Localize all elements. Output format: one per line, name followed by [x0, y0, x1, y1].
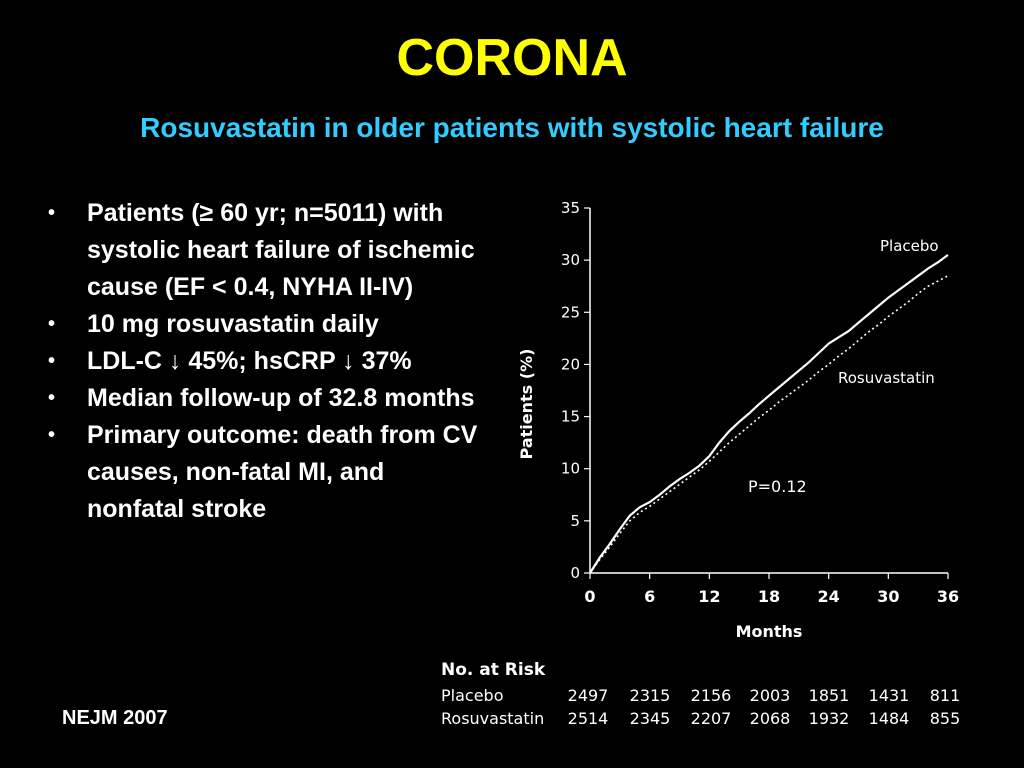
chart-series: Placebo Rosuvastatin	[589, 237, 949, 574]
bullet-item: • LDL-C ↓ 45%; hsCRP ↓ 37%	[48, 343, 488, 380]
risk-cell: 1851	[809, 686, 850, 705]
x-tick-label: 6	[644, 587, 655, 606]
slide-title: CORONA	[396, 29, 628, 87]
risk-cell: 2514	[568, 709, 609, 728]
bullet-text: Primary outcome: death from CV causes, n…	[87, 421, 478, 523]
risk-cell: 2497	[568, 686, 609, 705]
risk-cell: 2315	[630, 686, 671, 705]
risk-table-title: No. at Risk	[441, 660, 546, 680]
chart-axes	[589, 208, 948, 574]
risk-cell: 811	[930, 686, 961, 705]
x-tick-label: 12	[698, 587, 720, 606]
series-label-placebo: Placebo	[880, 237, 939, 255]
risk-cell: 1431	[869, 686, 910, 705]
bullet-item: • Patients (≥ 60 yr; n=5011) with systoli…	[48, 195, 488, 306]
bullet-text: Patients (≥ 60 yr; n=5011) with systolic…	[87, 199, 475, 301]
source-citation: NEJM 2007	[62, 707, 168, 729]
bullet-dot-icon: •	[48, 350, 56, 372]
x-tick-label: 36	[937, 587, 959, 606]
x-tick-label: 0	[584, 587, 595, 606]
bullet-item: • 10 mg rosuvastatin daily	[48, 306, 488, 343]
y-tick-label: 15	[561, 408, 580, 426]
slide-subtitle: Rosuvastatin in older patients with syst…	[140, 112, 884, 143]
y-tick-label: 5	[570, 512, 580, 530]
risk-cell: 2345	[630, 709, 671, 728]
bullet-dot-icon: •	[48, 313, 56, 335]
bullet-list: • Patients (≥ 60 yr; n=5011) with systoli…	[48, 195, 488, 528]
y-tick-label: 35	[561, 199, 580, 217]
risk-cell: 1932	[809, 709, 850, 728]
risk-cell: 2207	[691, 709, 732, 728]
bullet-text: LDL-C ↓ 45%; hsCRP ↓ 37%	[87, 347, 412, 375]
risk-row-label: Placebo	[441, 686, 503, 705]
y-tick-label: 10	[561, 460, 580, 478]
bullet-dot-icon: •	[48, 387, 56, 409]
series-label-rosuvastatin: Rosuvastatin	[838, 369, 935, 387]
risk-cell: 2156	[691, 686, 732, 705]
risk-table: No. at Risk Placebo 2497 2315 2156 2003 1851 1…	[441, 660, 960, 728]
y-tick-label: 25	[561, 303, 580, 321]
kaplan-meier-chart: 0 5 10 15 20 25 30 35 0 6 12 18 24 30 36 Placebo Rosuva…	[441, 199, 960, 728]
risk-cell: 1484	[869, 709, 910, 728]
x-axis-label: Months	[736, 622, 803, 641]
bullet-dot-icon: •	[48, 424, 56, 446]
x-tick-label: 24	[818, 587, 840, 606]
series-line-placebo	[589, 254, 949, 574]
risk-cell: 2003	[750, 686, 791, 705]
risk-cell: 2068	[750, 709, 791, 728]
y-axis-label: Patients (%)	[517, 349, 536, 460]
bullet-text: Median follow-up of 32.8 months	[87, 384, 475, 412]
x-tick-label: 18	[758, 587, 780, 606]
bullet-item: • Median follow-up of 32.8 months	[48, 380, 488, 417]
series-line-rosuvastatin	[589, 275, 949, 574]
bullet-text: 10 mg rosuvastatin daily	[87, 310, 379, 338]
x-tick-label: 30	[877, 587, 899, 606]
risk-cell: 855	[930, 709, 961, 728]
y-tick-label: 30	[561, 251, 580, 269]
y-tick-label: 0	[570, 564, 580, 582]
bullet-item: • Primary outcome: death from CV causes, …	[48, 417, 488, 528]
p-value-annotation: P=0.12	[748, 477, 807, 496]
chart-ticks: 0 5 10 15 20 25 30 35 0 6 12 18 24 30 36	[561, 199, 959, 606]
bullet-dot-icon: •	[48, 202, 56, 224]
risk-row-label: Rosuvastatin	[441, 709, 544, 728]
y-tick-label: 20	[561, 355, 580, 373]
